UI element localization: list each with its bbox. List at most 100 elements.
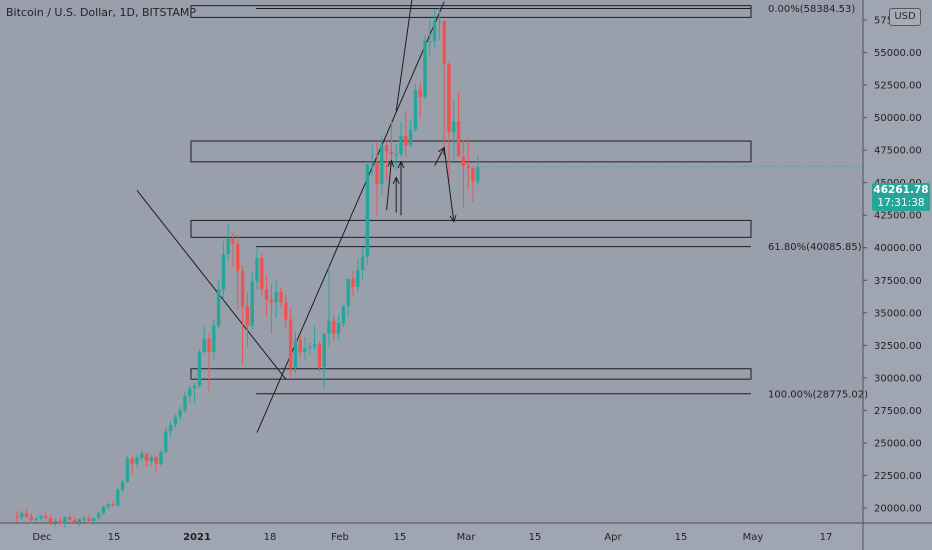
arrow-head [392, 176, 400, 184]
x-tick-label: 15 [394, 532, 407, 543]
candle-body [29, 516, 34, 520]
candle-body [39, 515, 43, 519]
candle-body [437, 21, 442, 23]
candle-body [466, 165, 470, 169]
candle-body [216, 289, 221, 326]
arrow-shaft[interactable] [434, 147, 445, 166]
candle-body [68, 517, 72, 520]
candle-body [317, 344, 322, 368]
y-tick-label: 55000.00 [874, 48, 922, 59]
arrow-head [387, 159, 395, 168]
arrow-shaft[interactable] [386, 160, 392, 211]
candle-body [231, 238, 235, 244]
candle-body [92, 517, 96, 522]
y-tick-label: 42500.00 [874, 211, 922, 222]
candle-body [471, 168, 475, 182]
candle-body [144, 453, 149, 462]
y-tick-label: 50000.00 [874, 113, 922, 124]
candle-body [360, 256, 365, 270]
candle-body [48, 517, 53, 523]
candle-body [413, 90, 418, 130]
candle-body [418, 90, 422, 97]
arrow-shaft[interactable] [395, 0, 415, 112]
candle-body [149, 457, 154, 462]
x-tick-label: 15 [529, 532, 542, 543]
time-axis-pane[interactable] [0, 523, 863, 550]
y-tick-label: 25000.00 [874, 438, 922, 449]
candle-body [15, 515, 19, 518]
candle-body [370, 163, 374, 165]
x-tick-label: 17 [820, 532, 833, 543]
y-tick-label: 20000.00 [874, 504, 922, 515]
candle-body [82, 518, 86, 520]
y-tick-label: 40000.00 [874, 243, 922, 254]
candle-body [240, 271, 245, 307]
x-tick-label: Feb [331, 532, 349, 543]
candle-body [236, 243, 240, 272]
candle-body [274, 291, 278, 303]
x-tick-label: Mar [457, 532, 477, 543]
arrow-head [397, 160, 405, 169]
bar-countdown: 17:31:38 [877, 197, 925, 209]
candle-body [394, 154, 398, 156]
candle-body [154, 457, 158, 464]
candle-body [303, 347, 307, 352]
candle-body [116, 489, 120, 506]
candle-body [461, 156, 466, 166]
candle-body [351, 278, 355, 287]
candle-body [341, 306, 346, 324]
currency-button[interactable]: USD [889, 8, 921, 26]
zone-rect[interactable] [190, 368, 752, 380]
candle-body [101, 506, 106, 514]
candle-body [202, 338, 206, 352]
zone-rect[interactable] [190, 219, 752, 238]
candle-body [183, 396, 187, 411]
trendline[interactable] [256, 1, 445, 433]
y-tick-label: 37500.00 [874, 276, 922, 287]
x-tick-label: 15 [675, 532, 688, 543]
candle-body [293, 340, 298, 368]
candle-body [96, 513, 101, 518]
price-axis-pane[interactable] [863, 0, 932, 550]
y-tick-label: 35000.00 [874, 308, 922, 319]
candle-body [20, 513, 24, 518]
candle-body [308, 346, 312, 348]
candle-body [164, 431, 168, 453]
y-tick-label: 27500.00 [874, 406, 922, 417]
candle-body [140, 453, 144, 458]
candle-body [44, 515, 48, 518]
candle-body [442, 21, 446, 65]
candle-body [159, 452, 163, 464]
candle-body [188, 388, 192, 397]
fib-level-label: 100.00%(28775.02) [768, 389, 868, 400]
trendline[interactable] [136, 190, 287, 380]
x-tick-label: May [743, 532, 764, 543]
price-badge: 46261.78 17:31:38 [872, 183, 930, 211]
candle-body [106, 504, 110, 507]
candle-body [226, 238, 230, 255]
fib-level-label: 0.00%(58384.53) [768, 4, 855, 15]
candle-body [192, 385, 197, 389]
candle-body [423, 40, 427, 97]
x-tick-label: Dec [32, 532, 51, 543]
candle-body [452, 121, 456, 132]
candle-body [279, 291, 283, 303]
x-tick-label: Apr [604, 532, 622, 543]
candle-body [168, 424, 173, 432]
candle-body [111, 504, 115, 506]
arrow-shaft[interactable] [443, 147, 455, 222]
candle-body [250, 281, 254, 326]
candle-body [264, 289, 269, 300]
zone-rect[interactable] [190, 140, 752, 163]
candle-body [207, 338, 211, 352]
candle-body [197, 351, 202, 386]
candle-body [269, 299, 274, 303]
candle-body [332, 320, 336, 334]
candle-body [365, 164, 370, 257]
zone-rect[interactable] [190, 5, 752, 18]
candle-body [120, 481, 125, 490]
fib-level-label: 61.80%(40085.85) [768, 242, 862, 253]
y-tick-label: 47500.00 [874, 146, 922, 157]
